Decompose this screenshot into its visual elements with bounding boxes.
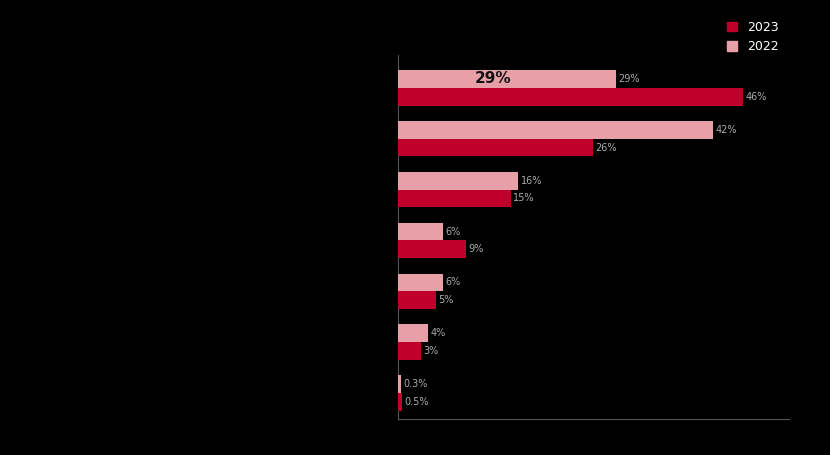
Bar (398, 88, 744, 106)
Bar (398, 70, 616, 88)
Text: 4%: 4% (431, 329, 446, 339)
Bar (398, 172, 519, 190)
Bar (398, 190, 511, 207)
Text: 0.5%: 0.5% (404, 397, 429, 407)
Text: 16%: 16% (520, 176, 542, 186)
Text: 0.3%: 0.3% (403, 379, 427, 389)
Text: 6%: 6% (446, 227, 461, 237)
Bar (398, 273, 443, 291)
Text: 3%: 3% (423, 346, 438, 356)
Bar (398, 139, 593, 157)
Bar (398, 222, 443, 240)
Text: 29%: 29% (618, 74, 640, 84)
Text: 26%: 26% (596, 142, 618, 152)
Bar (398, 121, 714, 139)
Text: 46%: 46% (745, 91, 767, 101)
Bar (398, 375, 401, 393)
Text: 5%: 5% (438, 295, 453, 305)
Legend: 2023, 2022: 2023, 2022 (723, 17, 782, 57)
Text: 42%: 42% (715, 125, 737, 135)
Bar (398, 240, 466, 258)
Text: 6%: 6% (446, 278, 461, 288)
Text: 29%: 29% (475, 71, 511, 86)
Bar (398, 342, 421, 360)
Bar (398, 324, 428, 342)
Bar (398, 291, 436, 309)
Text: 9%: 9% (468, 244, 483, 254)
Text: 15%: 15% (513, 193, 535, 203)
Bar (398, 393, 403, 411)
